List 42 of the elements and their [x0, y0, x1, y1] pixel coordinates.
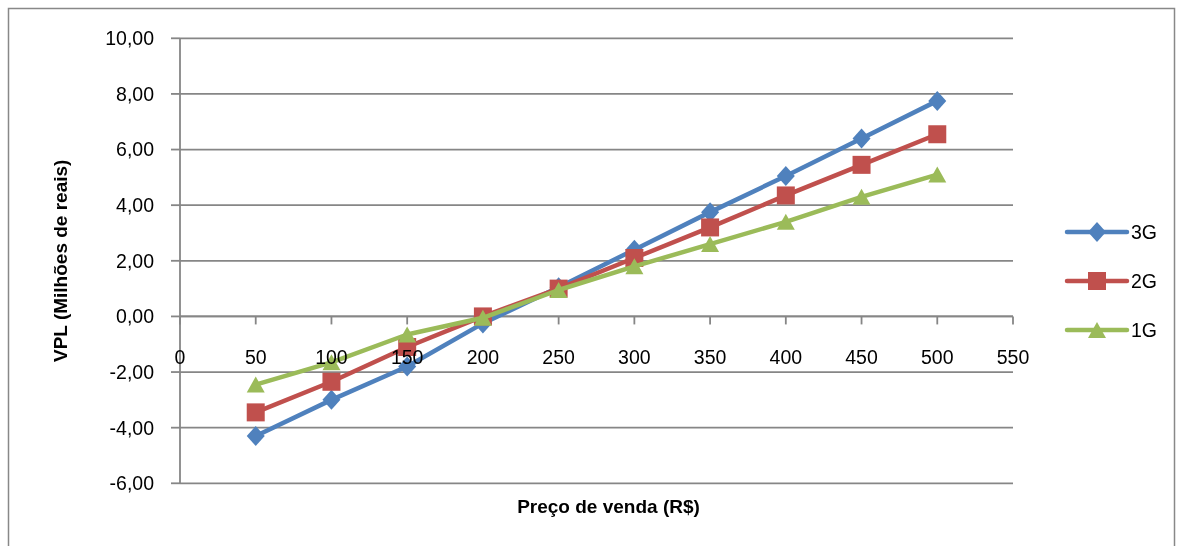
x-tick-label: 250	[542, 346, 576, 369]
y-tick-label: 0,00	[116, 305, 155, 328]
x-tick-label: 450	[845, 346, 878, 369]
point	[398, 326, 417, 343]
point	[625, 258, 644, 275]
point	[928, 90, 947, 111]
point	[322, 389, 341, 410]
x-tick-label: 300	[618, 346, 651, 369]
point	[928, 125, 947, 144]
y-tick-label: -2,00	[109, 360, 155, 383]
legend-label: 2G	[1131, 269, 1158, 292]
point	[701, 218, 720, 237]
x-tick-label: 200	[466, 346, 500, 369]
legend-label: 1G	[1131, 318, 1158, 341]
y-tick-label: 10,00	[105, 27, 155, 50]
x-axis-title: Preço de venda (R$)	[517, 495, 700, 517]
x-tick-label: 350	[693, 346, 727, 369]
y-tick-label: 2,00	[116, 249, 155, 272]
y-axis-title: VPL (Milhões de reais)	[49, 159, 71, 362]
point	[776, 165, 795, 186]
point	[852, 188, 871, 205]
point	[322, 372, 341, 391]
point	[852, 128, 871, 149]
y-tick-label: 6,00	[116, 138, 155, 161]
x-tick-label: 0	[174, 346, 186, 369]
x-tick-label: 550	[996, 346, 1030, 369]
point	[246, 426, 265, 447]
point	[928, 166, 947, 183]
y-tick-label: 4,00	[116, 194, 155, 216]
point	[246, 403, 265, 422]
point	[776, 213, 795, 230]
point	[776, 186, 795, 205]
point	[246, 376, 265, 393]
legend-label: 3G	[1131, 220, 1158, 243]
x-tick-label: 50	[244, 346, 267, 369]
point	[701, 236, 720, 253]
point	[852, 155, 871, 174]
y-tick-label: 8,00	[116, 82, 155, 105]
y-tick-label: -4,00	[109, 416, 155, 439]
x-tick-label: 400	[769, 346, 803, 369]
x-tick-label: 500	[921, 346, 954, 369]
y-tick-label: -6,00	[109, 472, 155, 495]
